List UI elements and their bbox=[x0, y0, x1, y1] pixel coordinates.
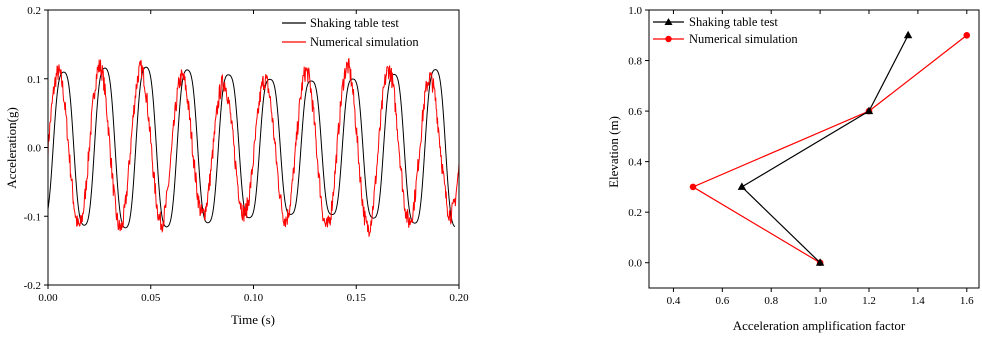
x-tick-label: 0.10 bbox=[244, 292, 264, 304]
legend-marker-triangle bbox=[664, 18, 673, 25]
series-line-numerical-simulation bbox=[691, 34, 968, 264]
amplification-y-axis-label: Elevation (m) bbox=[606, 116, 621, 188]
y-tick-label: -0.1 bbox=[24, 211, 41, 223]
x-tick-label: 1.4 bbox=[911, 295, 925, 307]
amplification-axes: 0.4 0.6 0.8 1.0 1.2 1.4 1.6 0.0 0.2 0.4 0.6 0.8 1.0 bbox=[628, 5, 974, 307]
x-tick-label: 1.0 bbox=[813, 295, 827, 307]
x-tick-label: 0.4 bbox=[667, 295, 681, 307]
y-tick-label: 0.8 bbox=[628, 56, 642, 68]
time-history-legend: Shaking table test Numerical simulation bbox=[282, 16, 419, 49]
x-tick-label: 0.15 bbox=[347, 292, 367, 304]
y-tick-label: 0.0 bbox=[628, 258, 642, 270]
y-tick-label: 0.0 bbox=[27, 143, 41, 155]
legend-label-numerical-simulation-2: Numerical simulation bbox=[689, 32, 798, 46]
amplification-legend: Shaking table test Numerical simulation bbox=[653, 15, 798, 46]
amplification-x-axis-label: Acceleration amplification factor bbox=[733, 318, 906, 333]
x-tick-label: 0.20 bbox=[449, 292, 469, 304]
data-point-numerical-simulation bbox=[689, 183, 697, 191]
time-history-x-axis-label: Time (s) bbox=[231, 312, 275, 327]
data-point-numerical-simulation bbox=[963, 31, 971, 39]
y-tick-label: 1.0 bbox=[628, 5, 642, 17]
y-tick-label: 0.2 bbox=[628, 207, 642, 219]
x-tick-label: 0.00 bbox=[38, 292, 58, 304]
time-history-y-axis-label: Acceleration(g) bbox=[4, 107, 19, 189]
x-tick-label: 0.05 bbox=[141, 292, 161, 304]
time-history-axes: 0.00 0.05 0.10 0.15 0.20 -0.2 -0.1 0.0 0.1 0.2 bbox=[24, 5, 470, 304]
y-tick-label: 0.2 bbox=[27, 5, 41, 17]
series-line-shaking-table-test bbox=[47, 66, 456, 229]
y-tick-label: 0.1 bbox=[27, 74, 41, 86]
time-history-chart: 0.00 0.05 0.10 0.15 0.20 -0.2 -0.1 0.0 0.1 0.2 Ti… bbox=[4, 5, 469, 327]
y-tick-label: 0.6 bbox=[628, 106, 642, 118]
x-tick-label: 1.2 bbox=[862, 295, 876, 307]
series-line-shaking-table-test bbox=[740, 34, 909, 264]
time-history-series-group bbox=[47, 58, 460, 237]
series-line-numerical-simulation bbox=[47, 58, 460, 237]
legend-marker-circle bbox=[665, 35, 672, 43]
data-point-shaking-table-test bbox=[864, 106, 874, 115]
legend-label-shaking-table-test-2: Shaking table test bbox=[689, 15, 778, 29]
amplification-series-group bbox=[689, 30, 971, 267]
x-tick-label: 1.6 bbox=[960, 295, 974, 307]
legend-label-shaking-table-test: Shaking table test bbox=[310, 16, 399, 30]
amplification-chart: 0.4 0.6 0.8 1.0 1.2 1.4 1.60.00.20.40.60.81.0 … bbox=[606, 5, 980, 333]
legend-label-numerical-simulation: Numerical simulation bbox=[310, 35, 419, 49]
x-tick-label: 0.8 bbox=[764, 295, 778, 307]
amplification-plot-frame bbox=[648, 9, 980, 289]
data-point-shaking-table-test bbox=[815, 258, 825, 266]
data-point-shaking-table-test bbox=[903, 30, 913, 39]
y-tick-label: -0.2 bbox=[24, 280, 41, 292]
x-tick-label: 0.6 bbox=[715, 295, 729, 307]
y-tick-label: 0.4 bbox=[628, 157, 642, 169]
data-point-shaking-table-test bbox=[737, 182, 747, 190]
